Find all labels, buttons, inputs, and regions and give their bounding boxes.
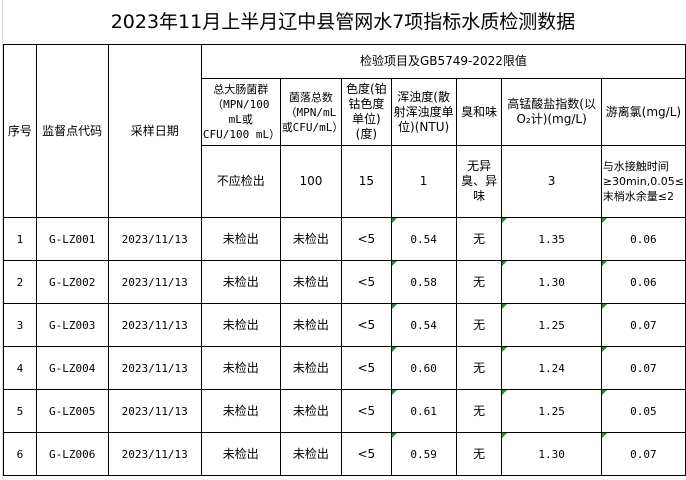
limit-cell: 100 <box>279 145 343 218</box>
limit-cell: 与水接触时间≥30min,0.05≤末梢水余量≤2 <box>600 145 686 218</box>
table-cell[interactable]: 2 <box>3 260 37 304</box>
header-group: 检验项目及GB5749-2022限值 <box>200 44 686 79</box>
table-cell[interactable]: 未检出 <box>200 217 281 261</box>
header-item: 色度(铂钴色度单位)(度) <box>341 78 392 146</box>
limit-cell: 不应检出 <box>200 145 281 218</box>
table-cell[interactable]: 1.30 <box>501 432 602 476</box>
table-cell[interactable]: 未检出 <box>200 432 281 476</box>
table-cell[interactable]: 0.54 <box>390 303 457 347</box>
table-cell[interactable]: G-LZ002 <box>35 260 109 304</box>
table-row: 2 G-LZ002 2023/11/13 未检出 未检出 <5 0.58 无 1.30 0.06 <box>3 260 686 304</box>
table-cell[interactable]: G-LZ005 <box>35 389 109 433</box>
table-row: 6 G-LZ006 2023/11/13 未检出 未检出 <5 0.59 无 1.30 0.07 <box>3 432 686 476</box>
table-cell[interactable]: 无 <box>455 303 503 347</box>
table-row: 4 G-LZ004 2023/11/13 未检出 未检出 <5 0.60 无 1.24 0.07 <box>3 346 686 390</box>
table-cell[interactable]: 未检出 <box>200 346 281 390</box>
header-site: 监督点代码 <box>35 44 109 218</box>
table-cell[interactable]: 0.59 <box>390 432 457 476</box>
header-item: 菌落总数（MPN/mL或CFU/mL） <box>279 78 343 146</box>
table-cell[interactable]: 0.58 <box>390 260 457 304</box>
table-cell[interactable]: 未检出 <box>279 303 343 347</box>
sheet-title: 2023年11月上半月辽中县管网水7项指标水质检测数据 <box>110 11 576 33</box>
table-cell[interactable]: 未检出 <box>279 346 343 390</box>
table-cell[interactable]: 0.61 <box>390 389 457 433</box>
table-cell[interactable]: 未检出 <box>279 217 343 261</box>
table-cell[interactable]: 无 <box>455 346 503 390</box>
table-cell[interactable]: <5 <box>341 303 392 347</box>
table-cell[interactable]: 2023/11/13 <box>107 260 202 304</box>
table-cell[interactable]: 无 <box>455 217 503 261</box>
table-row: 3 G-LZ003 2023/11/13 未检出 未检出 <5 0.54 无 1.25 0.07 <box>3 303 686 347</box>
table-cell[interactable]: 无 <box>455 389 503 433</box>
table-cell[interactable]: G-LZ003 <box>35 303 109 347</box>
limit-cell: 3 <box>501 145 602 218</box>
table-cell[interactable]: 5 <box>3 389 37 433</box>
table-cell[interactable]: 未检出 <box>279 389 343 433</box>
table-cell[interactable]: 2023/11/13 <box>107 432 202 476</box>
header-item: 浑浊度(散射浑浊度单位)(NTU) <box>390 78 457 146</box>
table-cell[interactable]: 0.06 <box>600 217 686 261</box>
table-cell[interactable]: 1.24 <box>501 346 602 390</box>
table-cell[interactable]: 未检出 <box>279 260 343 304</box>
table-cell[interactable]: <5 <box>341 432 392 476</box>
table-cell[interactable]: 2023/11/13 <box>107 217 202 261</box>
table-row: 5 G-LZ005 2023/11/13 未检出 未检出 <5 0.61 无 1.25 0.05 <box>3 389 686 433</box>
table-cell[interactable]: 6 <box>3 432 37 476</box>
table-cell[interactable]: <5 <box>341 260 392 304</box>
table-cell[interactable]: G-LZ004 <box>35 346 109 390</box>
table-cell[interactable]: 2023/11/13 <box>107 389 202 433</box>
table-cell[interactable]: 1.25 <box>501 303 602 347</box>
header-item: 臭和味 <box>455 78 503 146</box>
table-cell[interactable]: <5 <box>341 217 392 261</box>
table-cell[interactable]: 1 <box>3 217 37 261</box>
table-cell[interactable]: <5 <box>341 389 392 433</box>
header-item: 总大肠菌群（MPN/100 mL或 CFU/100 mL） <box>200 78 281 146</box>
table-cell[interactable]: 无 <box>455 260 503 304</box>
table-cell[interactable]: 0.60 <box>390 346 457 390</box>
table-cell[interactable]: 1.30 <box>501 260 602 304</box>
limit-cell: 1 <box>390 145 457 218</box>
table-cell[interactable]: G-LZ001 <box>35 217 109 261</box>
table-cell[interactable]: 3 <box>3 303 37 347</box>
table-cell[interactable]: 0.07 <box>600 346 686 390</box>
table-cell[interactable]: 未检出 <box>279 432 343 476</box>
header-item: 高锰酸盐指数(以O₂计)(mg/L) <box>501 78 602 146</box>
table-cell[interactable]: 未检出 <box>200 389 281 433</box>
table-cell[interactable]: 0.06 <box>600 260 686 304</box>
table-cell[interactable]: 1.35 <box>501 217 602 261</box>
header-seq: 序号 <box>3 44 37 218</box>
table-cell[interactable]: 1.25 <box>501 389 602 433</box>
limit-cell: 15 <box>341 145 392 218</box>
header-item: 游离氯(mg/L) <box>600 78 686 146</box>
data-table: 序号 监督点代码 采样日期 检验项目及GB5749-2022限值 总大肠菌群（M… <box>3 44 686 476</box>
table-cell[interactable]: 2023/11/13 <box>107 303 202 347</box>
table-cell[interactable]: 未检出 <box>200 303 281 347</box>
table-cell[interactable]: 0.05 <box>600 389 686 433</box>
table-cell[interactable]: 0.07 <box>600 303 686 347</box>
table-cell[interactable]: <5 <box>341 346 392 390</box>
table-row: 1 G-LZ001 2023/11/13 未检出 未检出 <5 0.54 无 1.35 0.06 <box>3 217 686 261</box>
table-cell[interactable]: 0.54 <box>390 217 457 261</box>
table-cell[interactable]: 4 <box>3 346 37 390</box>
table-cell[interactable]: 2023/11/13 <box>107 346 202 390</box>
header-date: 采样日期 <box>107 44 202 218</box>
table-cell[interactable]: 0.07 <box>600 432 686 476</box>
table-cell[interactable]: 未检出 <box>200 260 281 304</box>
grid-line <box>2 0 3 480</box>
table-cell[interactable]: G-LZ006 <box>35 432 109 476</box>
limit-cell: 无异臭、异味 <box>455 145 503 218</box>
table-cell[interactable]: 无 <box>455 432 503 476</box>
